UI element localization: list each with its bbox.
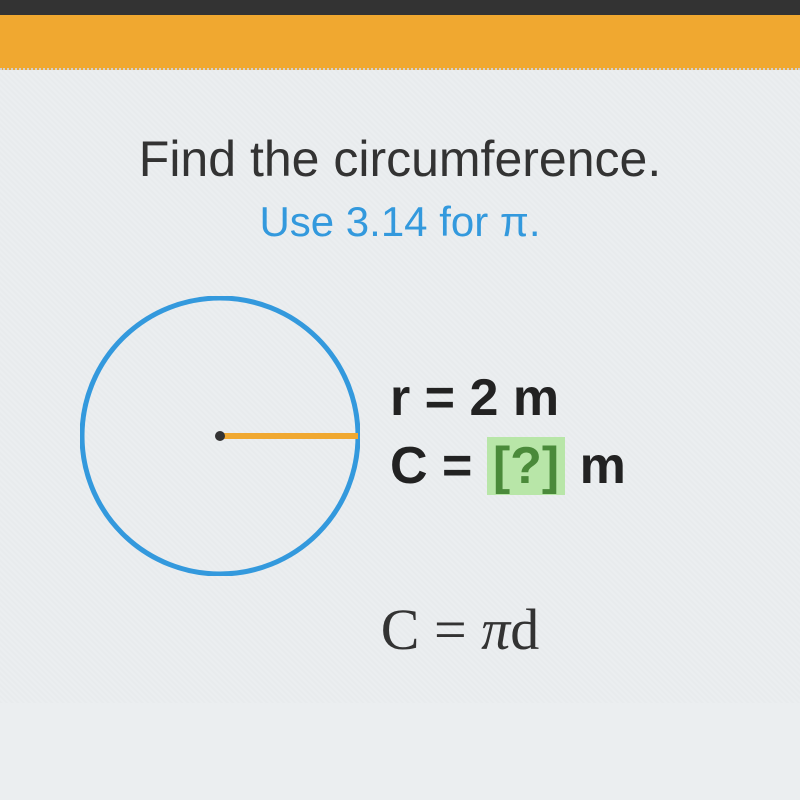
- header-orange-bar: [0, 15, 800, 70]
- problem-content: Find the circumference. Use 3.14 for π. …: [0, 70, 800, 703]
- circle-svg: [80, 296, 360, 576]
- formula-suffix: d: [510, 597, 539, 662]
- formula-prefix: C =: [381, 597, 481, 662]
- c-prefix: C =: [390, 437, 487, 495]
- top-border: [0, 0, 800, 15]
- answer-placeholder[interactable]: [?]: [487, 437, 565, 495]
- pi-symbol: π: [481, 597, 510, 662]
- circumference-unknown: C = [?] m: [390, 436, 720, 496]
- problem-subtitle: Use 3.14 for π.: [40, 198, 760, 246]
- center-dot: [215, 431, 225, 441]
- problem-title: Find the circumference.: [40, 130, 760, 188]
- main-row: r = 2 m C = [?] m: [40, 296, 760, 576]
- c-suffix: m: [565, 437, 626, 495]
- radius-given: r = 2 m: [390, 368, 720, 428]
- formula-hint: C = πd: [160, 596, 760, 663]
- circle-diagram: [80, 296, 360, 576]
- equations-block: r = 2 m C = [?] m: [360, 368, 720, 504]
